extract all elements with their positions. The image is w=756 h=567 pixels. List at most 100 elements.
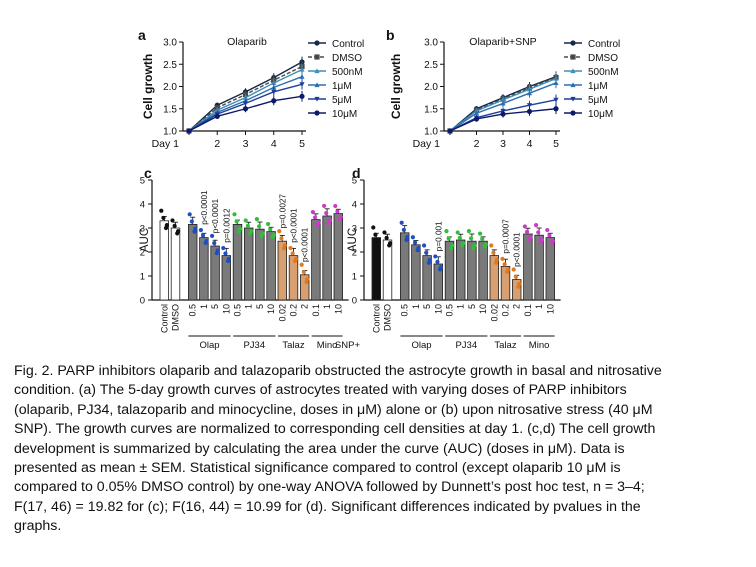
data-point bbox=[461, 241, 466, 246]
p-value-annotation: p<0.0001 bbox=[200, 190, 209, 225]
data-point bbox=[438, 265, 443, 270]
legend-label: Control bbox=[332, 39, 364, 50]
y-tick-label: 2 bbox=[352, 248, 357, 259]
data-point bbox=[265, 221, 271, 227]
p-value-annotation: p=0.001 bbox=[434, 221, 443, 251]
y-tick-label: 4 bbox=[352, 200, 357, 211]
panel-label: a bbox=[138, 27, 146, 43]
p-value-annotation: p<0.0001 bbox=[301, 227, 310, 262]
data-point bbox=[324, 211, 329, 216]
data-point bbox=[545, 227, 550, 233]
y-tick-label: 2.0 bbox=[163, 82, 177, 93]
data-point bbox=[533, 223, 539, 228]
data-point bbox=[502, 262, 507, 267]
x-tick-label: 0.5 bbox=[188, 304, 198, 317]
data-point bbox=[277, 229, 282, 234]
legend-label: 1μM bbox=[588, 81, 608, 92]
data-marker bbox=[214, 113, 220, 119]
y-axis-label: Cell growth bbox=[389, 54, 403, 119]
data-point bbox=[433, 254, 438, 259]
caption-line: development is summarized by calculating… bbox=[14, 440, 625, 457]
data-point bbox=[200, 233, 206, 238]
data-point bbox=[159, 208, 164, 213]
y-tick-label: 3.0 bbox=[163, 38, 177, 49]
data-point bbox=[268, 227, 273, 232]
data-point bbox=[299, 262, 304, 267]
legend-label: 500nM bbox=[332, 67, 363, 78]
x-tick-label: Day 1 bbox=[152, 138, 180, 150]
x-tick-label: 10 bbox=[545, 304, 555, 314]
data-point bbox=[164, 223, 169, 228]
y-tick-label: 1 bbox=[140, 272, 145, 283]
data-marker bbox=[570, 110, 576, 116]
bar bbox=[545, 237, 556, 301]
data-point bbox=[338, 214, 343, 219]
y-tick-label: 1.5 bbox=[163, 104, 177, 115]
data-marker bbox=[500, 111, 506, 117]
y-tick-label: 1.5 bbox=[424, 104, 438, 115]
data-point bbox=[550, 238, 555, 243]
group-label: Talaz bbox=[494, 340, 516, 351]
data-point bbox=[421, 243, 427, 248]
data-point bbox=[387, 241, 393, 246]
y-axis-label: AUC bbox=[139, 228, 151, 252]
chart-title: Olaparib bbox=[227, 36, 267, 48]
y-tick-label: 0 bbox=[352, 296, 357, 307]
data-point bbox=[405, 235, 410, 240]
bar bbox=[243, 227, 254, 301]
figure-caption: Fig. 2. PARP inhibitors olaparib and tal… bbox=[14, 362, 742, 537]
data-point bbox=[384, 235, 389, 240]
p-value-annotation: p=0.0012 bbox=[222, 208, 231, 243]
x-tick-label: 2 bbox=[214, 138, 220, 150]
y-tick-label: 1.0 bbox=[424, 127, 438, 138]
data-point bbox=[254, 217, 259, 222]
data-point bbox=[513, 274, 518, 279]
legend-label: 10μM bbox=[332, 109, 357, 120]
panel-label: b bbox=[386, 27, 395, 43]
data-point bbox=[243, 218, 248, 223]
x-tick-label: 0.5 bbox=[400, 304, 410, 317]
data-point bbox=[410, 235, 415, 240]
data-point bbox=[472, 243, 477, 248]
data-marker bbox=[271, 84, 277, 90]
data-marker bbox=[500, 100, 506, 106]
x-tick-label: 0.2 bbox=[501, 304, 511, 317]
y-tick-label: 2 bbox=[140, 248, 145, 259]
data-point bbox=[256, 224, 262, 229]
x-tick-label: 2 bbox=[300, 304, 310, 309]
legend-label: DMSO bbox=[332, 53, 362, 64]
x-tick-label: 4 bbox=[527, 138, 533, 150]
legend-label: 5μM bbox=[588, 95, 608, 106]
data-marker bbox=[570, 96, 576, 102]
data-point bbox=[271, 232, 276, 237]
bar bbox=[399, 232, 410, 301]
x-tick-label: 1 bbox=[322, 304, 332, 309]
data-marker bbox=[314, 82, 320, 88]
x-tick-label: 0.02 bbox=[277, 304, 287, 322]
x-tick-label: 4 bbox=[271, 138, 277, 150]
y-tick-label: 3 bbox=[352, 224, 357, 235]
data-point bbox=[412, 240, 418, 245]
data-point bbox=[480, 236, 485, 242]
data-point bbox=[260, 231, 265, 236]
bar bbox=[187, 223, 198, 301]
data-point bbox=[189, 219, 194, 224]
caption-line: SNP). The growth curves are normalized t… bbox=[14, 421, 656, 438]
bar bbox=[266, 231, 276, 301]
x-tick-label: 1 bbox=[199, 304, 209, 309]
legend-label: Control bbox=[588, 39, 620, 50]
caption-line: presented as mean ± SEM. Statistical sig… bbox=[14, 460, 621, 477]
data-point bbox=[505, 267, 511, 272]
x-tick-label: 0.5 bbox=[445, 304, 455, 317]
data-point bbox=[161, 215, 166, 221]
y-tick-label: 2.5 bbox=[163, 60, 177, 71]
data-point bbox=[466, 229, 471, 234]
data-marker bbox=[314, 96, 320, 102]
caption-line: condition. (a) The 5-day growth curves o… bbox=[14, 382, 627, 399]
data-point bbox=[494, 257, 499, 263]
bar bbox=[382, 239, 393, 301]
data-point bbox=[333, 203, 338, 209]
bar bbox=[523, 233, 533, 301]
y-tick-label: 3.0 bbox=[424, 38, 438, 49]
data-marker bbox=[526, 108, 533, 115]
